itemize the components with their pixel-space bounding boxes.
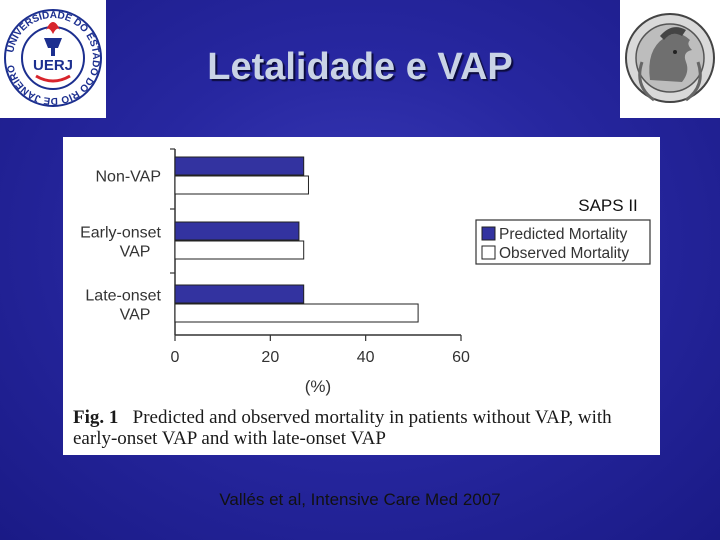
category-label-1-line-1: VAP <box>120 244 151 261</box>
legend-label-0: Predicted Mortality <box>499 226 628 243</box>
legend-swatch-0 <box>481 226 496 241</box>
x-axis-label: (%) <box>305 377 331 396</box>
figure-caption-text: Predicted and observed mortality in pati… <box>73 407 612 449</box>
legend-swatch-1 <box>481 245 496 260</box>
category-label-1: Early-onset VAP <box>80 225 161 261</box>
category-label-2-line-0: Late-onset <box>85 288 161 305</box>
x-tick-label-0: 0 <box>171 349 180 366</box>
category-label-2: Late-onset VAP <box>85 288 161 324</box>
x-tick-label-2: 40 <box>357 349 375 366</box>
uerj-logo: UNIVERSIDADE DO ESTADO DO RIO DE JANEIRO… <box>0 0 106 118</box>
saps-ii-annotation: SAPS II <box>578 196 638 215</box>
mortality-bar-chart: Non-VAP Early-onset VAP Late-onset VAP 0 20 40… <box>80 148 651 396</box>
figure-panel: Non-VAP Early-onset VAP Late-onset VAP 0 20 40… <box>63 137 660 455</box>
x-tick-label-1: 20 <box>261 349 279 366</box>
category-label-0-line-0: Non-VAP <box>95 169 161 186</box>
minerva-seal-icon <box>625 13 715 103</box>
bar-predicted-2 <box>174 284 305 304</box>
legend-box <box>475 219 651 265</box>
x-tick-label-3: 60 <box>452 349 470 366</box>
bar-predicted-1 <box>174 221 300 241</box>
uerj-seal-icon: UNIVERSIDADE DO ESTADO DO RIO DE JANEIRO… <box>4 9 102 107</box>
bar-predicted-0 <box>174 156 305 176</box>
category-label-1-line-0: Early-onset <box>80 225 161 242</box>
bar-observed-1 <box>174 240 305 260</box>
citation-text: Vallés et al, Intensive Care Med 2007 <box>219 490 501 509</box>
chart-legend: Predicted Mortality Observed Mortality <box>475 219 651 265</box>
bar-observed-0 <box>174 175 309 195</box>
university-seal-logo <box>620 0 720 118</box>
legend-label-1: Observed Mortality <box>499 245 629 262</box>
figure-caption-label: Fig. 1 <box>73 407 119 428</box>
bar-observed-2 <box>174 303 419 323</box>
category-label-2-line-1: VAP <box>120 307 151 324</box>
figure-caption: Fig. 1 Predicted and observed mortality … <box>73 407 658 449</box>
uerj-abbr: UERJ <box>33 57 73 74</box>
slide-title: Letalidade e VAP <box>207 46 513 88</box>
category-label-0: Non-VAP <box>95 169 161 186</box>
